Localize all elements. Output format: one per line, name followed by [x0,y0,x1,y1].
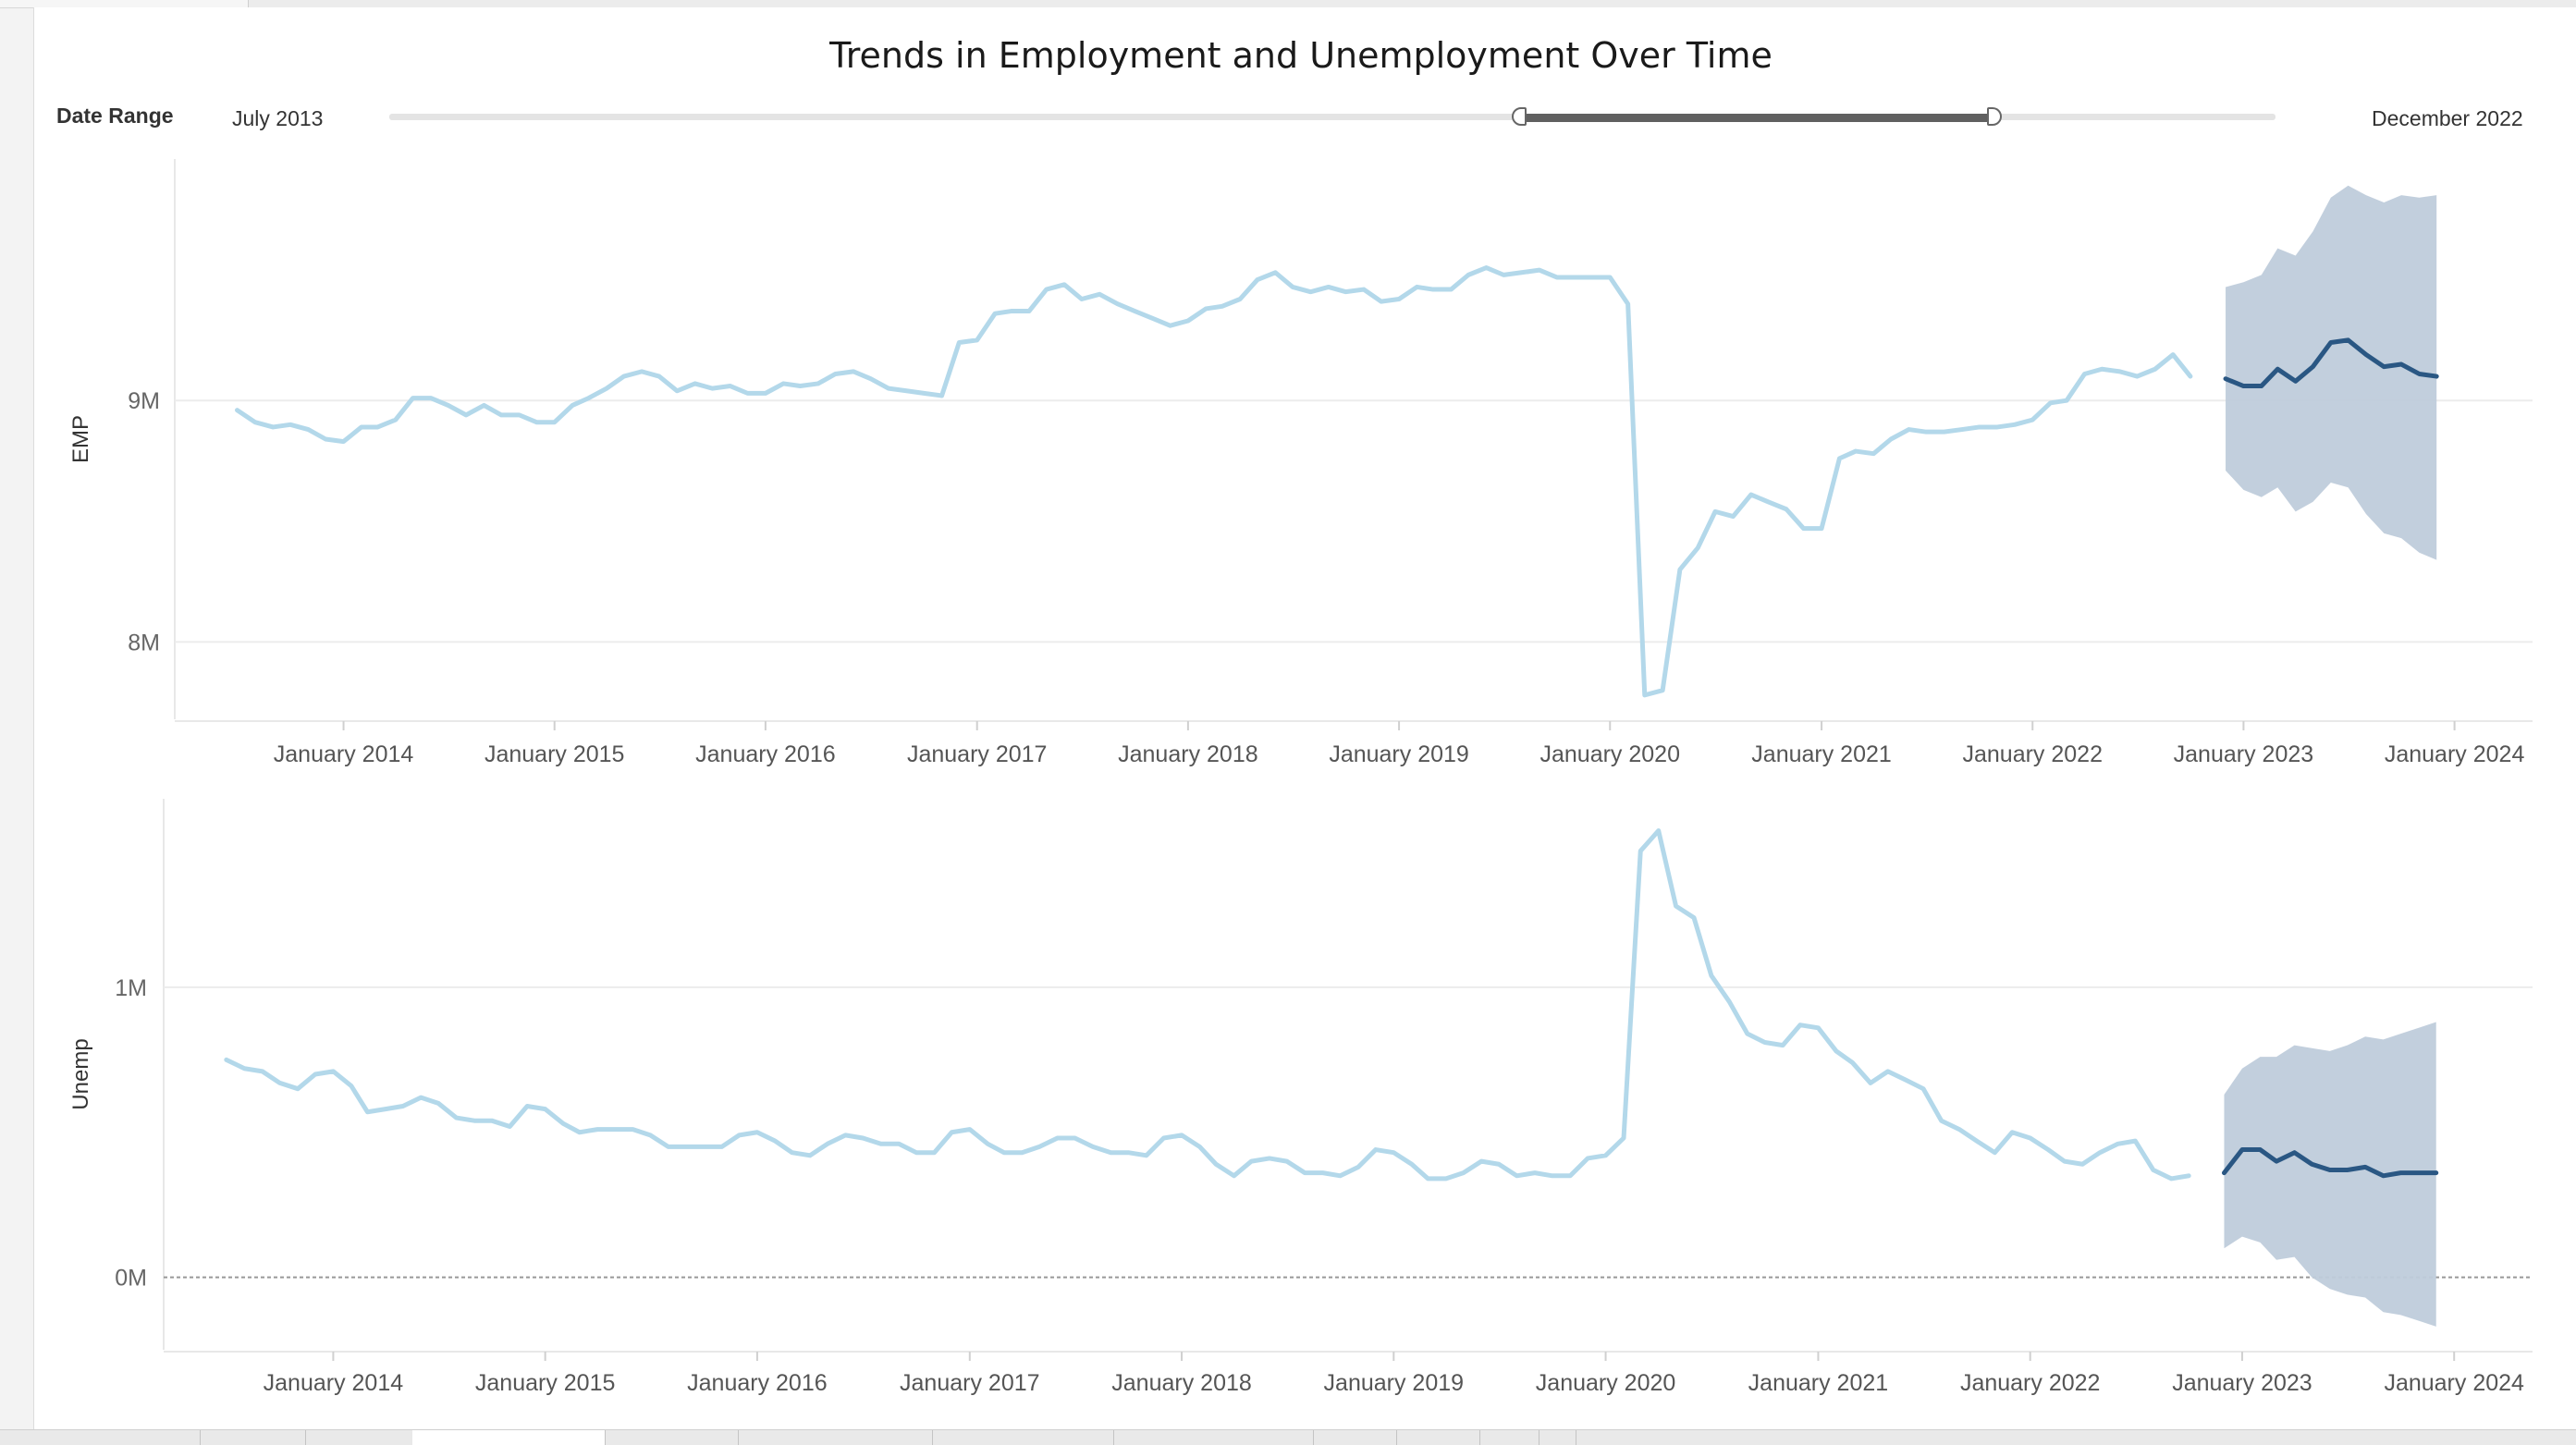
x-tick-label: January 2017 [900,1370,1040,1396]
forecast-confidence-band [2224,1022,2436,1327]
y-tick-label: 0M [115,1266,147,1292]
x-tick-label: January 2020 [1536,1370,1676,1396]
dashboard-canvas: Trends in Employment and Unemployment Ov… [33,7,2576,1429]
sheet-tab[interactable] [1396,1430,1480,1445]
date-range-start-label: July 2013 [232,106,324,130]
sheet-tab[interactable] [1479,1430,1539,1445]
x-tick-label: January 2021 [1748,1370,1889,1396]
x-tick-label: January 2023 [2174,741,2314,767]
sheet-tab[interactable] [200,1430,306,1445]
sheet-tab[interactable] [1313,1430,1397,1445]
sheet-tab[interactable] [1539,1430,1576,1445]
actual-series-line [235,265,2193,698]
sheet-tab[interactable] [738,1430,933,1445]
actual-series-line [224,828,2191,1182]
x-tick-label: January 2019 [1329,741,1469,767]
y-axis-title: EMP [68,415,93,463]
y-tick-label: 9M [128,388,160,414]
x-tick-label: January 2021 [1751,741,1892,767]
x-tick-label: January 2016 [695,741,836,767]
date-range-slider-track[interactable] [389,114,2275,120]
date-range-filter-label: Date Range [56,104,174,128]
dashboard-title: Trends in Employment and Unemployment Ov… [829,35,1773,76]
sheet-tab[interactable] [1113,1430,1314,1445]
y-axis-title: Unemp [68,1038,93,1109]
date-range-start-handle[interactable] [1512,107,1527,126]
sheet-tab[interactable] [305,1430,413,1445]
y-tick-label: 8M [128,630,160,655]
x-tick-label: January 2022 [1960,1370,2101,1396]
chart-panel-unemp: 0M 1M Unemp January 2014 January 2015 January… [68,799,2533,1396]
x-tick-label: January 2015 [475,1370,616,1396]
sheet-tab[interactable] [605,1430,739,1445]
x-tick-label: January 2018 [1111,1370,1252,1396]
charts-area: 8M 9M EMP January 2014 January 2015 January 2… [68,159,2533,1396]
y-tick-label: 1M [115,975,147,1001]
x-tick-label: January 2020 [1539,741,1680,767]
chart-panel-emp: 8M 9M EMP January 2014 January 2015 January 2… [68,159,2533,767]
sheet-tab-bar [0,1429,2576,1445]
sheet-tab-active[interactable] [412,1430,606,1445]
date-range-end-label: December 2022 [2372,106,2523,130]
sheet-tab[interactable] [932,1430,1114,1445]
top-tab-stub[interactable] [0,0,249,7]
forecast-series-line [2223,337,2439,389]
forecast-series-line [2221,1147,2439,1179]
x-tick-label: January 2018 [1118,741,1258,767]
x-tick-label: January 2016 [687,1370,828,1396]
date-range-end-handle[interactable] [1987,107,2002,126]
x-tick-label: January 2017 [907,741,1048,767]
x-tick-label: January 2023 [2172,1370,2312,1396]
x-tick-label: January 2024 [2384,1370,2524,1396]
x-tick-label: January 2019 [1324,1370,1465,1396]
date-range-slider-selection [1521,114,1993,122]
forecast-confidence-band [2226,185,2437,560]
sheet-tab[interactable] [0,1430,201,1445]
x-tick-label: January 2014 [264,1370,404,1396]
x-tick-label: January 2015 [485,741,625,767]
x-tick-label: January 2014 [274,741,414,767]
x-tick-label: January 2022 [1962,741,2103,767]
x-tick-label: January 2024 [2385,741,2525,767]
